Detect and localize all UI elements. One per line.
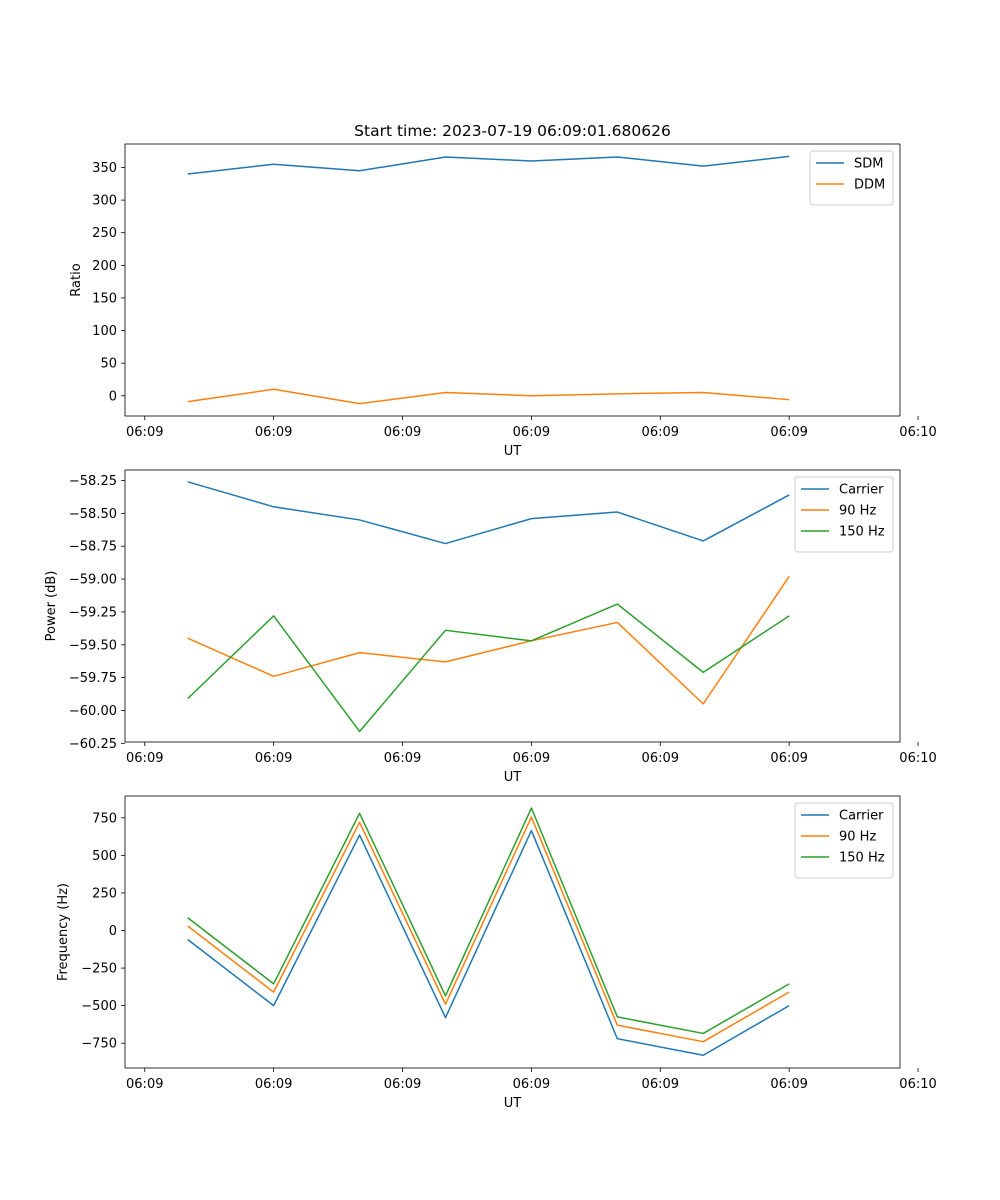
y-tick-label: −59.00	[69, 573, 117, 588]
legend-label: 90 Hz	[839, 830, 876, 845]
x-axis-label: UT	[504, 444, 522, 459]
figure-title: Start time: 2023-07-19 06:09:01.680626	[354, 122, 671, 140]
y-tick-label: 750	[92, 811, 117, 826]
x-tick-label: 06:09	[384, 425, 421, 440]
axes-frame	[124, 143, 901, 417]
legend: SDM DDM	[809, 150, 894, 206]
y-tick-label: 350	[92, 161, 117, 176]
axes-frame	[124, 795, 901, 1069]
x-tick-label: 06:09	[255, 1077, 292, 1092]
legend-label: 150 Hz	[839, 851, 885, 866]
x-tick-label: 06:09	[770, 425, 807, 440]
y-tick-label: −750	[81, 1037, 117, 1052]
x-tick-label: 06:09	[770, 1077, 807, 1092]
chart-panel-1: 06:09 06:09 06:09 06:09 06:09 06:09 06:10 0 50 10…	[69, 143, 937, 459]
x-tick-label: 06:09	[384, 751, 421, 766]
y-tick-label: −59.50	[69, 638, 117, 653]
series-line-150-hz	[187, 807, 790, 1035]
x-tick-label: 06:09	[255, 751, 292, 766]
y-tick-label: 100	[92, 324, 117, 339]
y-tick-label: 150	[92, 291, 117, 306]
series-line-carrier	[187, 829, 790, 1056]
y-tick-label: −59.75	[69, 671, 117, 686]
y-tick-label: 200	[92, 259, 117, 274]
legend: Carrier 90 Hz 150 Hz	[794, 476, 894, 553]
y-tick-label: −60.25	[69, 737, 117, 752]
panels: 06:09 06:09 06:09 06:09 06:09 06:09 06:10 0 50 10…	[44, 143, 937, 1111]
legend-box	[794, 476, 894, 553]
chart-panel-2: 06:09 06:09 06:09 06:09 06:09 06:09 06:10 −60.2…	[44, 469, 937, 785]
legend: Carrier 90 Hz 150 Hz	[794, 802, 894, 879]
y-axis-label: Ratio	[69, 263, 84, 296]
x-tick-label: 06:09	[126, 1077, 163, 1092]
axes-frame	[124, 469, 901, 743]
series-line-sdm	[187, 155, 790, 175]
x-tick-label: 06:09	[126, 425, 163, 440]
x-tick-label: 06:09	[255, 425, 292, 440]
y-tick-label: 0	[109, 924, 117, 939]
x-tick-label: 06:09	[770, 751, 807, 766]
x-tick-label: 06:09	[642, 425, 679, 440]
y-axis-label: Frequency (Hz)	[56, 883, 71, 981]
legend-label: SDM	[854, 157, 883, 172]
y-tick-label: 250	[92, 226, 117, 241]
legend-label: 150 Hz	[839, 525, 885, 540]
x-axis-label: UT	[504, 1096, 522, 1111]
legend-box	[809, 150, 894, 206]
series-line-90-hz	[187, 816, 790, 1043]
y-tick-label: −500	[81, 999, 117, 1014]
chart-panel-3: 06:09 06:09 06:09 06:09 06:09 06:09 06:10 −750 −…	[56, 795, 937, 1111]
x-tick-label: 06:09	[642, 751, 679, 766]
legend-label: Carrier	[839, 809, 884, 824]
legend-label: DDM	[854, 178, 885, 193]
legend-label: Carrier	[839, 483, 884, 498]
series-line-150-hz	[187, 603, 790, 733]
y-tick-label: 250	[92, 886, 117, 901]
x-tick-label: 06:10	[899, 425, 936, 440]
y-tick-label: −59.25	[69, 605, 117, 620]
y-tick-label: 300	[92, 194, 117, 209]
legend-label: 90 Hz	[839, 504, 876, 519]
y-tick-label: 50	[100, 357, 117, 372]
x-axis-label: UT	[504, 770, 522, 785]
x-tick-label: 06:10	[899, 1077, 936, 1092]
series-line-ddm	[187, 388, 790, 405]
series-line-90-hz	[187, 576, 790, 705]
x-tick-label: 06:09	[513, 1077, 550, 1092]
y-tick-label: 500	[92, 849, 117, 864]
y-tick-label: −58.50	[69, 507, 117, 522]
y-tick-label: −58.25	[69, 474, 117, 489]
x-tick-label: 06:09	[384, 1077, 421, 1092]
y-tick-label: 0	[109, 389, 117, 404]
y-axis-label: Power (dB)	[44, 571, 59, 642]
y-tick-label: −60.00	[69, 704, 117, 719]
x-tick-label: 06:09	[513, 751, 550, 766]
x-tick-label: 06:10	[899, 751, 936, 766]
series-line-carrier	[187, 481, 790, 545]
y-tick-label: −250	[81, 962, 117, 977]
x-tick-label: 06:09	[642, 1077, 679, 1092]
legend-box	[794, 802, 894, 879]
x-tick-label: 06:09	[513, 425, 550, 440]
y-tick-label: −58.75	[69, 540, 117, 555]
x-tick-label: 06:09	[126, 751, 163, 766]
